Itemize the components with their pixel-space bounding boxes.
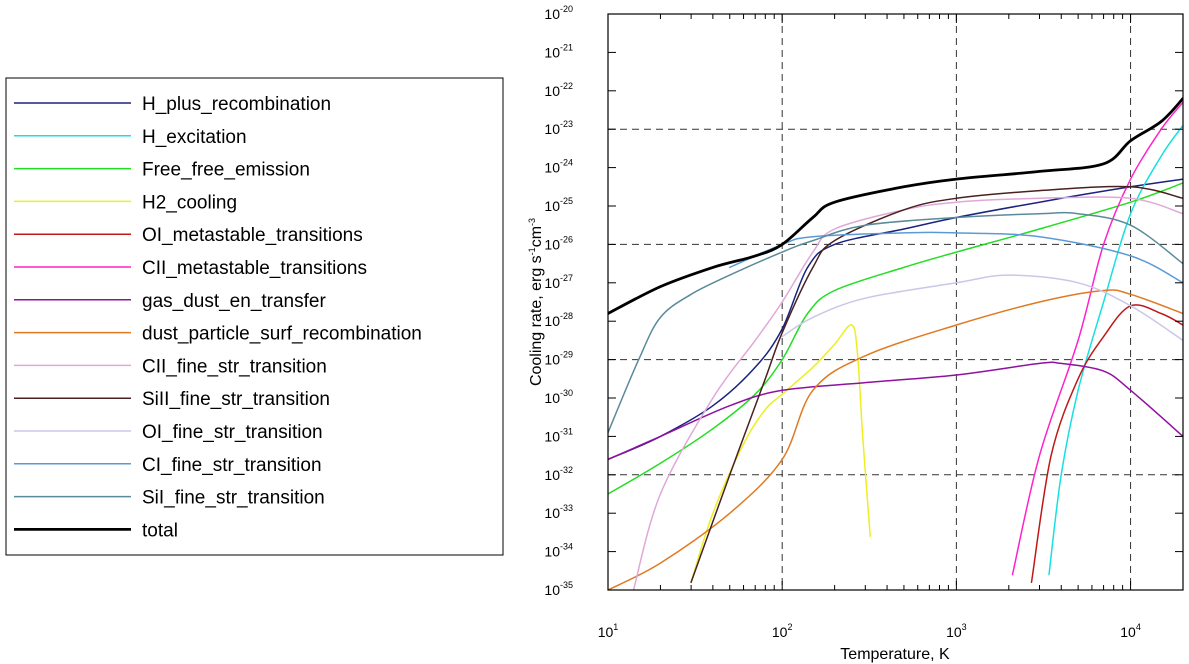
x-axis-title: Temperature, K [840, 646, 950, 663]
series-line-h2-cooling [690, 324, 871, 584]
y-tick-label: 10-26 [544, 234, 573, 252]
y-tick-label: 10-29 [544, 350, 573, 368]
legend-frame [5, 77, 504, 556]
x-tick-label: 104 [1120, 622, 1141, 640]
plot-frame [607, 13, 1184, 591]
series-line-total [608, 97, 1183, 315]
series-lines [608, 97, 1183, 590]
x-tick-labels: 101 102 103 104 [598, 622, 1141, 640]
series-line-siii-fine-str-transition [690, 185, 1183, 584]
legend-label: CII_metastable_transitions [142, 258, 367, 279]
legend-label: H2_cooling [142, 192, 237, 213]
grid-lines [608, 14, 1183, 590]
series-line-h-excitation [1048, 124, 1183, 576]
legend-label: Free_free_emission [142, 160, 310, 181]
series-line-oi-metastable-transitions [1030, 304, 1183, 584]
legend-label: OI_fine_str_transition [142, 422, 323, 443]
y-tick-label: 10-33 [544, 503, 573, 521]
legend-label: CII_fine_str_transition [142, 356, 327, 377]
y-tick-label: 10-23 [544, 119, 573, 137]
series-line-dust-particle-surf-recombination [608, 289, 1183, 590]
y-tick-label: 10-32 [544, 465, 573, 483]
legend-label: SiII_fine_str_transition [142, 389, 330, 410]
y-tick-label: 10-25 [544, 196, 573, 214]
y-tick-label: 10-22 [544, 81, 573, 99]
legend-label: total [142, 520, 178, 541]
legend-label: H_plus_recombination [142, 94, 331, 115]
y-tick-label: 10-21 [544, 42, 573, 60]
y-tick-labels: 10-35 10-34 10-33 10-32 10-31 10-30 10-29 10-28… [544, 4, 573, 598]
axis-ticks [607, 13, 1184, 591]
y-tick-label: 10-20 [544, 4, 573, 22]
legend-label: H_excitation [142, 127, 247, 148]
series-line-cii-fine-str-transition [632, 196, 1183, 590]
series-line-ci-fine-str-transition [729, 231, 1183, 284]
series-line-sii-fine-str-transition [608, 211, 1183, 434]
series-line-cii-metastable-transitions [1011, 101, 1183, 576]
series-line-free-free-emission [608, 182, 1183, 495]
y-tick-label: 10-24 [544, 158, 573, 176]
y-tick-label: 10-27 [544, 273, 573, 291]
series-line-oi-fine-str-transition [781, 274, 1183, 342]
y-tick-label: 10-28 [544, 311, 573, 329]
x-tick-label: 102 [772, 622, 793, 640]
y-tick-label: 10-30 [544, 388, 573, 406]
x-tick-label: 101 [598, 622, 619, 640]
y-tick-label: 10-35 [544, 580, 573, 598]
legend: H_plus_recombination H_excitation Free_fre… [5, 77, 504, 556]
series-line-gas-dust-en-transfer [608, 361, 1183, 461]
legend-label: SiI_fine_str_transition [142, 488, 325, 509]
y-tick-label: 10-34 [544, 542, 573, 560]
legend-label: gas_dust_en_transfer [142, 291, 326, 312]
legend-label: dust_particle_surf_recombination [142, 324, 422, 345]
y-axis-title: Cooling rate, erg s-1cm-3 [527, 218, 545, 386]
y-tick-label: 10-31 [544, 426, 573, 444]
legend-label: CI_fine_str_transition [142, 455, 322, 476]
x-tick-label: 103 [946, 622, 967, 640]
legend-label: OI_metastable_transitions [142, 225, 363, 246]
